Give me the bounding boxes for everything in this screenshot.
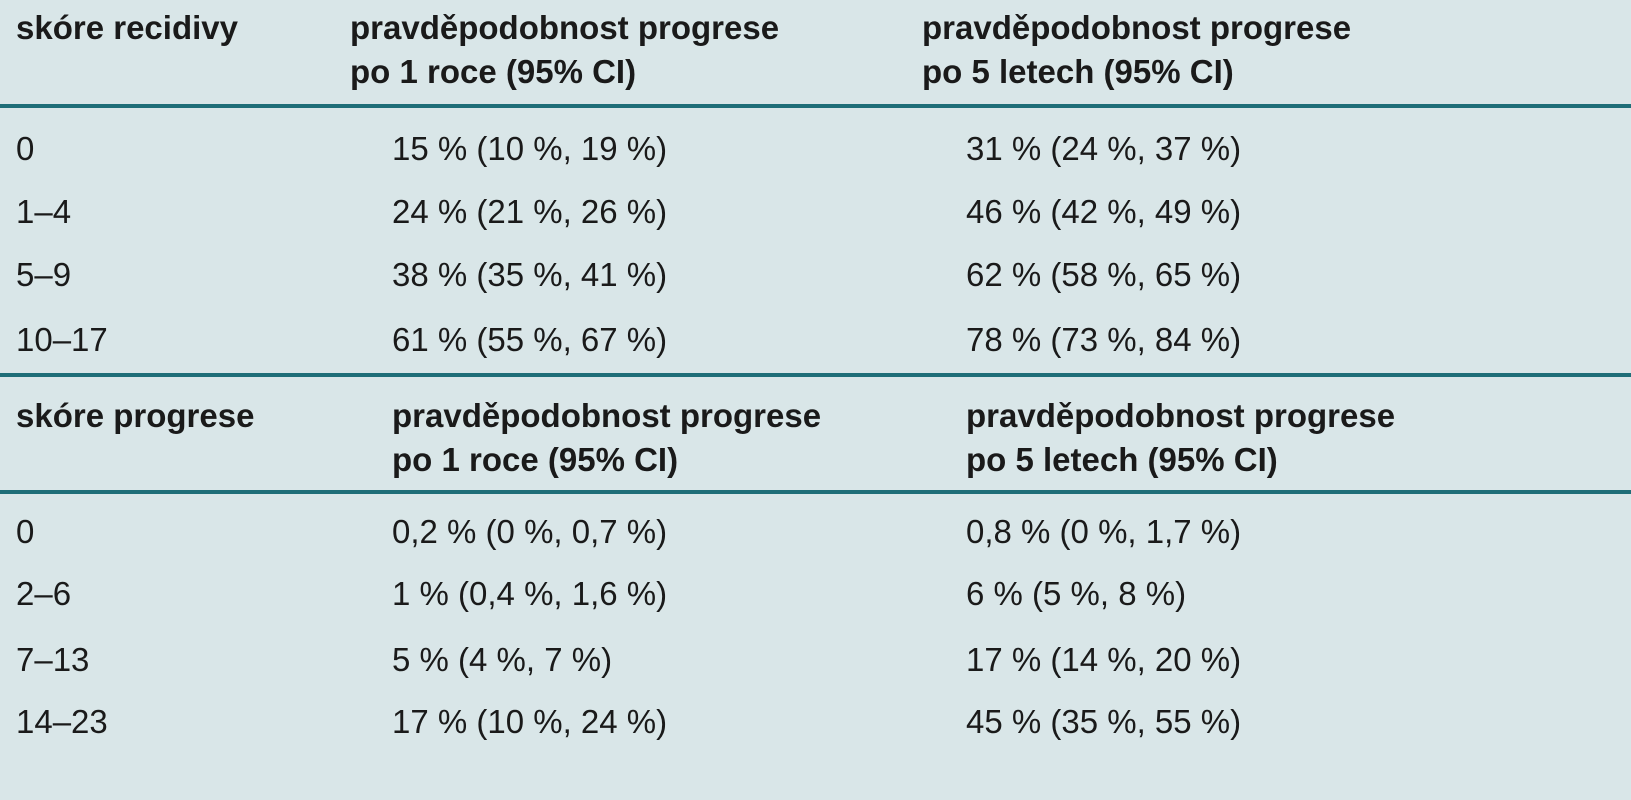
table2-header-one-year-line2: po 1 roce (95% CI) [392,441,679,478]
one-year-cell: 38 % (35 %, 41 %) [392,256,668,293]
score-cell: 5–9 [16,256,72,293]
five-years-cell: 62 % (58 %, 65 %) [966,256,1242,293]
table2-header-one-year-line1: pravděpodobnost progrese [392,397,822,434]
table-row: 2–6 1 % (0,4 %, 1,6 %) 6 % (5 %, 8 %) [0,562,1631,626]
table-row: 5–9 38 % (35 %, 41 %) 62 % (58 %, 65 %) [0,243,1631,307]
five-years-cell: 46 % (42 %, 49 %) [966,193,1242,230]
one-year-cell: 17 % (10 %, 24 %) [392,703,668,740]
one-year-cell: 61 % (55 %, 67 %) [392,321,668,358]
score-cell: 2–6 [16,575,72,612]
table1-header-five-years-line2: po 5 letech (95% CI) [922,53,1234,90]
table-row: 0 0,2 % (0 %, 0,7 %) 0,8 % (0 %, 1,7 %) [0,500,1631,564]
table-row: 7–13 5 % (4 %, 7 %) 17 % (14 %, 20 %) [0,628,1631,692]
table2-header-five-years-line2: po 5 letech (95% CI) [966,441,1278,478]
table2-header-rule [0,490,1631,494]
five-years-cell: 78 % (73 %, 84 %) [966,321,1242,358]
table1-header-rule [0,104,1631,108]
table2-header-five-years-line1: pravděpodobnost progrese [966,397,1396,434]
score-cell: 0 [16,513,35,550]
table-row: 10–17 61 % (55 %, 67 %) 78 % (73 %, 84 %… [0,308,1631,372]
table1-header-score: skóre recidivy [16,9,238,46]
table2-header-score: skóre progrese [16,397,255,434]
five-years-cell: 6 % (5 %, 8 %) [966,575,1187,612]
table-row: 14–23 17 % (10 %, 24 %) 45 % (35 %, 55 %… [0,690,1631,754]
score-cell: 7–13 [16,641,90,678]
score-cell: 10–17 [16,321,108,358]
one-year-cell: 0,2 % (0 %, 0,7 %) [392,513,668,550]
five-years-cell: 17 % (14 %, 20 %) [966,641,1242,678]
five-years-cell: 45 % (35 %, 55 %) [966,703,1242,740]
table1-header-five-years-line1: pravděpodobnost progrese [922,9,1352,46]
table1-header-one-year-line2: po 1 roce (95% CI) [350,53,637,90]
table1-header-one-year-line1: pravděpodobnost progrese [350,9,780,46]
one-year-cell: 5 % (4 %, 7 %) [392,641,613,678]
score-cell: 1–4 [16,193,72,230]
score-cell: 14–23 [16,703,108,740]
table-divider-rule [0,373,1631,377]
score-cell: 0 [16,130,35,167]
one-year-cell: 24 % (21 %, 26 %) [392,193,668,230]
table-row: 1–4 24 % (21 %, 26 %) 46 % (42 %, 49 %) [0,180,1631,244]
five-years-cell: 31 % (24 %, 37 %) [966,130,1242,167]
one-year-cell: 15 % (10 %, 19 %) [392,130,668,167]
one-year-cell: 1 % (0,4 %, 1,6 %) [392,575,668,612]
table-row: 0 15 % (10 %, 19 %) 31 % (24 %, 37 %) [0,117,1631,181]
five-years-cell: 0,8 % (0 %, 1,7 %) [966,513,1242,550]
